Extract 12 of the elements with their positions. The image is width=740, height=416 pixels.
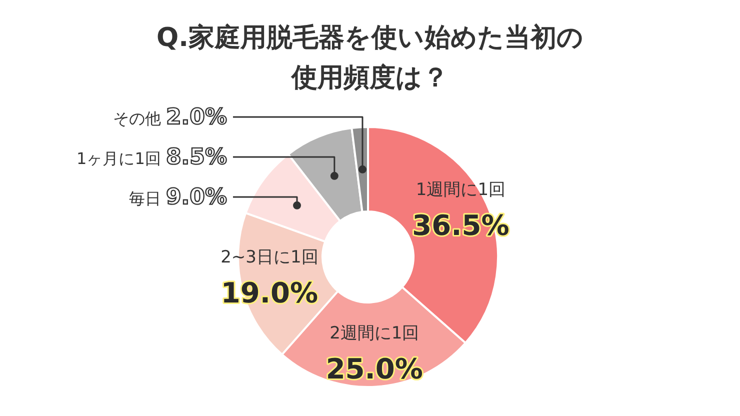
slice-label: その他 xyxy=(112,109,166,128)
data-label: 25.0% xyxy=(326,352,423,386)
data-label: 2.0% xyxy=(166,105,227,130)
slice-label: 2週間に1回 xyxy=(330,324,420,344)
slice-label: 1ヶ月に1回 xyxy=(76,149,166,168)
data-label: 9.0% xyxy=(166,185,227,210)
slice-label: 2~3日に1回 xyxy=(220,247,318,268)
data-label: 8.5% xyxy=(166,145,227,170)
slice-label: 1週間に1回 xyxy=(416,180,506,200)
data-label: 19.0% xyxy=(220,276,318,310)
slice-label: 毎日 xyxy=(128,189,166,208)
title: Q.家庭用脱毛器を使い始めた当初の使用頻度は？ xyxy=(156,23,584,93)
